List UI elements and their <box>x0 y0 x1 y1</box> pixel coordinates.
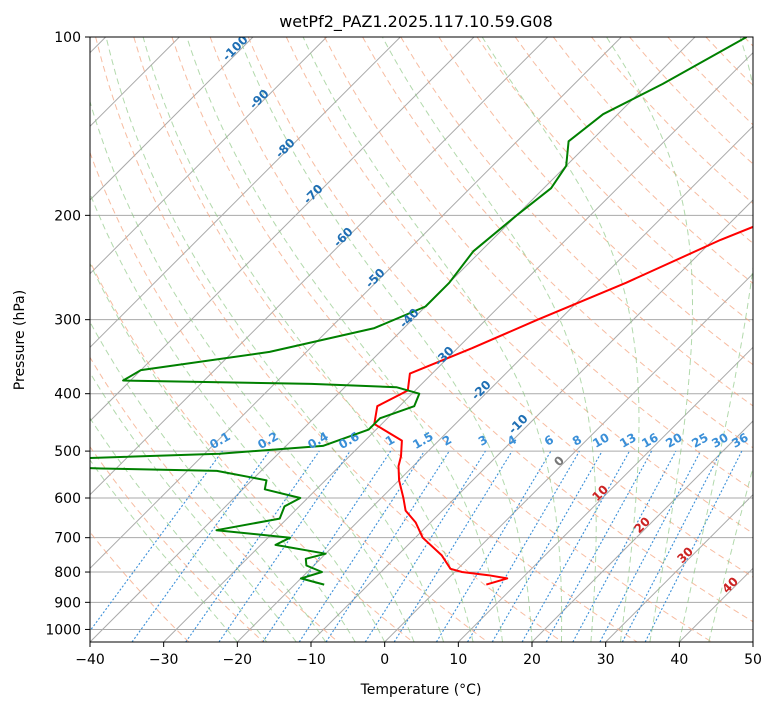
moist-adiabat-line <box>186 37 503 642</box>
y-tick-label: 600 <box>54 491 81 507</box>
dry-adiabat-line <box>247 37 753 578</box>
moist-adiabat-line <box>238 37 533 642</box>
series-layer <box>90 37 753 586</box>
moist-adiabat-line <box>90 321 327 642</box>
isotherm-line <box>384 272 753 642</box>
dry-adiabat-line <box>324 37 753 491</box>
mixing-ratio-line <box>467 450 580 642</box>
isotherm-line <box>605 493 753 642</box>
mixing-ratio-line <box>491 450 603 642</box>
chart-title: wetPf2_PAZ1.2025.117.10.59.G08 <box>279 12 553 32</box>
temperature-profile <box>373 225 753 586</box>
mixing-ratio-line <box>521 450 630 642</box>
moist-adiabat-line <box>481 37 640 642</box>
isotherm-line <box>90 37 696 642</box>
mixing-ratio-line <box>435 450 552 642</box>
isotherm-line <box>90 37 622 570</box>
isotherm-line <box>90 37 401 349</box>
dry-adiabat-line <box>133 37 638 642</box>
isotherm-line <box>90 37 254 201</box>
mixing-ratio-line <box>364 450 486 642</box>
mixing-ratio-line <box>393 450 513 642</box>
y-tick-label: 1000 <box>45 622 81 638</box>
dry-adiabat-line <box>209 37 753 623</box>
x-tick-label: 30 <box>597 652 615 668</box>
y-tick-label: 100 <box>54 30 81 46</box>
x-tick-label: 10 <box>449 652 467 668</box>
mixing-ratio-line <box>545 450 653 642</box>
grid-layer <box>90 37 753 642</box>
dry-adiabat-line <box>90 151 488 642</box>
dewpoint-profile <box>90 37 748 586</box>
dry-adiabat-line <box>171 37 712 642</box>
plot-frame <box>89 36 754 643</box>
y-tick-label: 800 <box>54 565 81 581</box>
isotherm-line <box>236 125 753 642</box>
moist-adiabat-line <box>90 371 297 642</box>
y-axis-ticks: 100 200 300 400 500 600 700 800 900 1000 <box>45 30 90 638</box>
moist-adiabat-line <box>606 37 693 642</box>
moist-adiabat-line <box>105 37 445 642</box>
moist-adiabat-line <box>708 465 753 642</box>
moist-adiabat-line <box>90 417 268 642</box>
dry-adiabat-layer <box>90 37 753 642</box>
moist-adiabat-line <box>302 37 563 642</box>
moist-adiabat-line <box>678 37 753 642</box>
x-axis-label: Temperature (°C) <box>360 682 482 698</box>
x-tick-label: −10 <box>296 652 326 668</box>
mixing-ratio-line <box>131 450 270 642</box>
mixing-ratio-line <box>572 450 677 642</box>
y-tick-label: 200 <box>54 208 81 224</box>
dry-adiabat-line <box>476 37 753 325</box>
mixing-ratio-line <box>218 450 351 642</box>
dry-adiabat-line <box>90 260 414 642</box>
moist-adiabat-line <box>90 99 415 642</box>
dry-adiabat-line <box>90 445 264 642</box>
isotherm-line <box>90 37 475 422</box>
y-axis-label: Pressure (hPa) <box>12 290 28 390</box>
x-tick-label: 0 <box>380 652 389 668</box>
dry-adiabat-line <box>438 37 753 366</box>
x-tick-label: 20 <box>523 652 541 668</box>
isotherm-line <box>90 37 328 275</box>
x-axis-ticks: −40 −30 −20 −10 0 10 20 30 40 50 <box>75 642 762 668</box>
x-tick-label: −30 <box>149 652 179 668</box>
x-tick-label: −40 <box>75 652 105 668</box>
y-tick-label: 900 <box>54 595 81 611</box>
y-tick-label: 300 <box>54 313 81 329</box>
moist-adiabat-line <box>90 192 386 642</box>
isotherm-line <box>163 51 753 642</box>
moist-adiabat-layer <box>90 37 753 642</box>
dry-adiabat-line <box>90 356 339 642</box>
x-tick-label: −20 <box>223 652 253 668</box>
moist-adiabat-line <box>142 37 474 642</box>
y-tick-label: 500 <box>54 444 81 460</box>
moist-adiabat-line <box>90 262 356 642</box>
y-tick-label: 700 <box>54 531 81 547</box>
dry-adiabat-line <box>95 37 563 642</box>
moist-adiabat-line <box>381 37 597 642</box>
moist-adiabat-line <box>90 459 238 642</box>
x-tick-label: 40 <box>670 652 688 668</box>
x-tick-label: 50 <box>744 652 762 668</box>
y-tick-label: 400 <box>54 387 81 403</box>
isotherm-line <box>457 346 753 642</box>
isotherm-line <box>531 420 753 642</box>
isotherm-line <box>90 37 549 496</box>
